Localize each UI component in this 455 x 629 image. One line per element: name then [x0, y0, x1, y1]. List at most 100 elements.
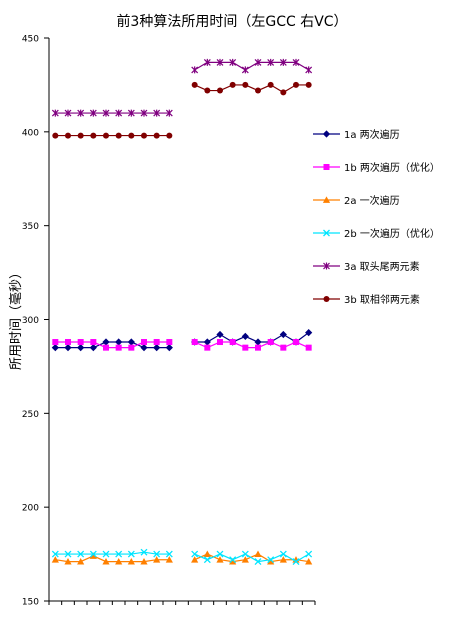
data-point: [127, 550, 135, 558]
data-point: [203, 58, 211, 66]
data-point: [115, 344, 122, 351]
x-ticks: [48, 601, 316, 605]
data-point: [52, 132, 59, 139]
data-point: [293, 81, 299, 88]
data-point: [64, 109, 72, 117]
data-point: [115, 132, 122, 139]
data-point: [241, 332, 249, 340]
data-point: [279, 330, 287, 339]
chart-title: 前3种算法所用时间（左GCC 右VC）: [116, 13, 347, 30]
data-point: [115, 557, 123, 565]
data-point: [153, 550, 161, 558]
legend-item: 1b 两次遍历（优化）: [313, 161, 440, 174]
data-point: [140, 344, 148, 352]
data-point: [102, 557, 110, 565]
data-point: [103, 132, 109, 139]
legend-item: 2b 一次遍历（优化）: [313, 227, 440, 240]
data-point: [229, 557, 237, 565]
y-tick-label: 250: [22, 410, 39, 420]
legend-item: 3b 取相邻两元素: [313, 293, 420, 306]
data-point: [267, 339, 274, 346]
data-point: [165, 550, 173, 558]
y-tick-label: 200: [22, 504, 39, 514]
data-point: [216, 556, 224, 563]
data-point: [191, 81, 198, 88]
data-point: [241, 550, 249, 558]
data-point: [77, 109, 85, 117]
data-point: [90, 339, 97, 346]
data-point: [267, 58, 275, 66]
data-point: [279, 556, 287, 563]
data-point: [229, 556, 237, 564]
data-point: [128, 344, 135, 351]
series-line: [194, 84, 309, 94]
data-point: [64, 557, 72, 565]
series-line: [55, 341, 170, 349]
data-point: [279, 550, 287, 558]
data-point: [153, 109, 161, 117]
data-point: [267, 557, 275, 565]
data-point: [153, 556, 161, 563]
legend-label: 3b 取相邻两元素: [344, 293, 420, 306]
data-point: [165, 344, 173, 352]
legend: 1a 两次遍历 1b 两次遍历（优化） 2a 一次遍历 2b 一次遍历（优化） 3a 取…: [313, 128, 440, 306]
data-point: [51, 344, 59, 352]
data-point: [115, 109, 123, 117]
legend-marker: [322, 196, 331, 203]
data-point: [305, 81, 312, 88]
legend-label: 1a 两次遍历: [344, 128, 400, 141]
series-2: [52, 339, 312, 351]
data-point: [279, 58, 287, 66]
data-point: [191, 66, 199, 74]
data-point: [191, 556, 199, 563]
series-line: [194, 341, 309, 349]
data-point: [305, 344, 312, 351]
data-point: [166, 132, 173, 139]
data-point: [165, 109, 173, 117]
y-axis-label: 所用时间（毫秒）: [8, 266, 24, 370]
data-point: [153, 344, 161, 352]
data-point: [140, 557, 148, 565]
data-point: [217, 339, 223, 346]
series-line: [194, 61, 309, 71]
data-point: [292, 58, 300, 66]
data-point: [166, 339, 173, 346]
legend-label: 1b 两次遍历（优化）: [344, 161, 440, 174]
legend-marker: [323, 296, 330, 302]
data-point: [254, 558, 262, 566]
data-point: [52, 339, 59, 346]
legend-marker: [323, 164, 330, 170]
legend-marker: [323, 262, 330, 270]
data-point: [127, 109, 135, 117]
data-point: [216, 550, 224, 558]
data-point: [229, 81, 236, 88]
data-point: [140, 109, 148, 117]
legend-label: 2a 一次遍历: [344, 194, 400, 207]
data-point: [64, 550, 72, 558]
y-tick-label: 450: [22, 35, 39, 45]
data-point: [51, 109, 59, 117]
data-point: [241, 556, 249, 563]
data-point: [280, 344, 287, 351]
series-line: [55, 341, 170, 349]
data-point: [140, 548, 148, 556]
legend-marker: [322, 130, 331, 138]
data-point: [267, 556, 275, 564]
data-point: [293, 339, 299, 346]
data-point: [141, 339, 147, 346]
data-point: [255, 87, 261, 94]
data-point: [153, 132, 160, 139]
legend-item: 2a 一次遍历: [313, 194, 400, 207]
data-point: [255, 344, 261, 351]
data-point: [254, 338, 262, 346]
data-point: [115, 338, 123, 346]
series-4: [51, 548, 313, 566]
data-point: [64, 344, 72, 352]
series-line: [55, 551, 170, 555]
data-point: [128, 132, 135, 139]
legend-label: 3a 取头尾两元素: [344, 260, 420, 273]
data-point: [77, 557, 85, 565]
data-point: [77, 344, 85, 352]
data-point: [216, 330, 224, 339]
